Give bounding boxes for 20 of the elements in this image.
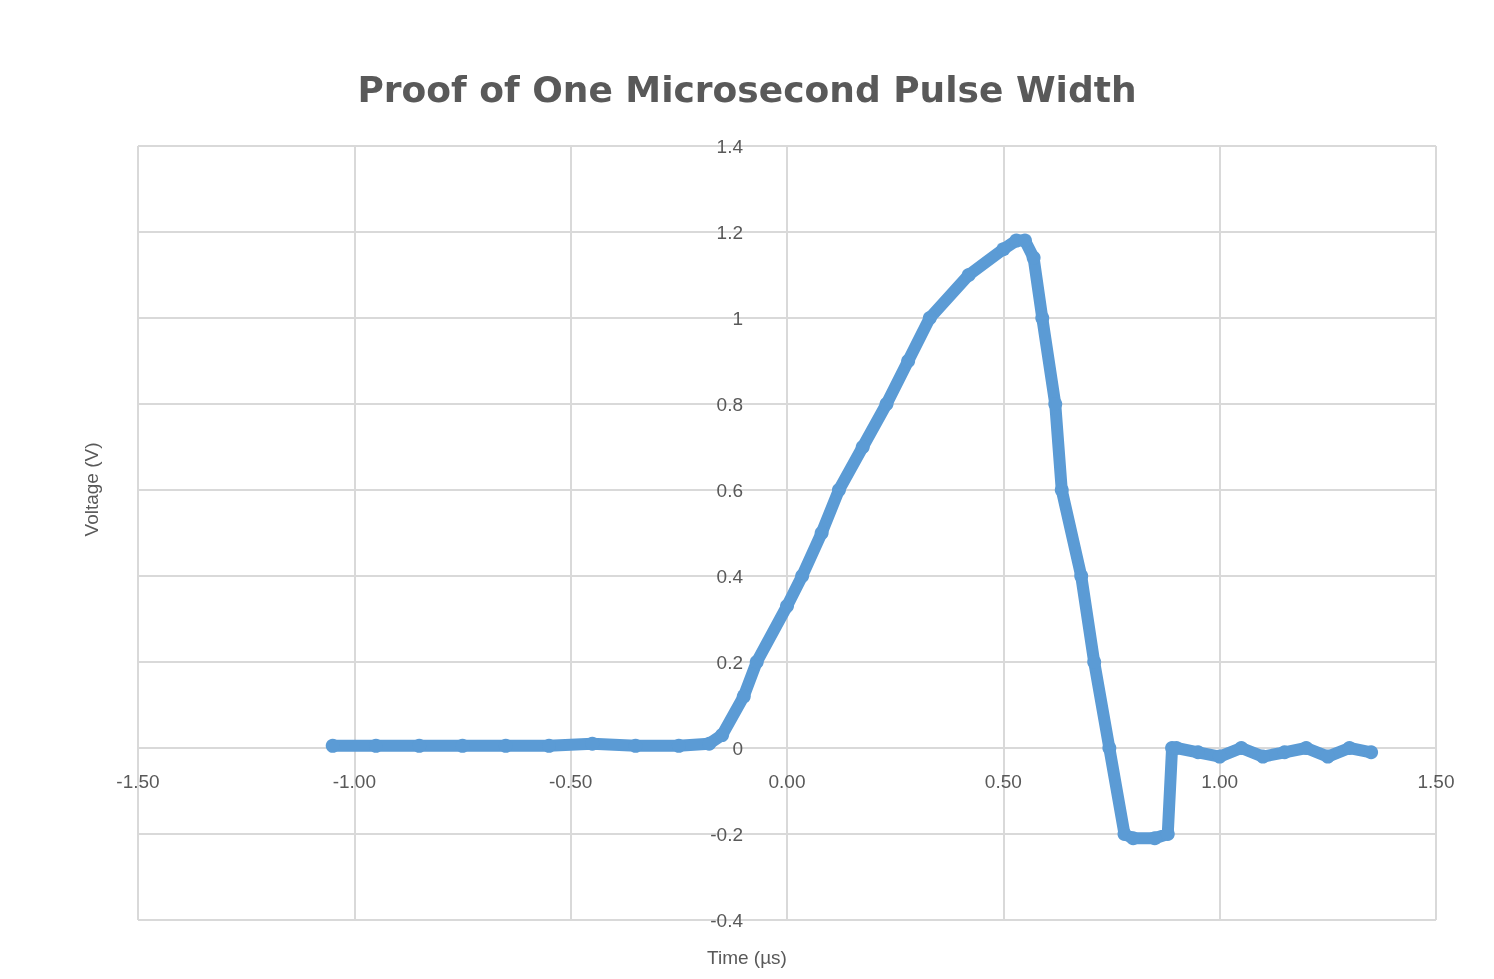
x-tick-label: 0.50: [984, 771, 1022, 792]
y-tick-label: 0.2: [716, 651, 743, 673]
y-tick-label: 0: [732, 737, 743, 759]
x-tick-label: -1.50: [116, 771, 160, 792]
y-tick-label: 0.6: [716, 479, 743, 501]
y-tick-label: 1.2: [716, 221, 743, 243]
y-tick-label: 1: [732, 307, 743, 329]
x-axis-title: Time (µs): [707, 947, 787, 968]
x-tick-label: -1.00: [332, 771, 376, 792]
chart-title: Proof of One Microsecond Pulse Width: [357, 68, 1137, 110]
x-tick-label: 1.50: [1417, 771, 1455, 792]
y-tick-label: 1.4: [716, 135, 744, 157]
y-tick-label: 0.8: [716, 393, 743, 415]
y-axis-title: Voltage (V): [81, 442, 102, 537]
y-tick-label: -0.2: [710, 823, 743, 845]
x-tick-label: -0.50: [549, 771, 593, 792]
x-tick-label: 1.00: [1201, 771, 1239, 792]
y-tick-label: 0.4: [716, 565, 744, 587]
y-tick-label: -0.4: [710, 909, 744, 931]
x-tick-label: 0.00: [768, 771, 806, 792]
